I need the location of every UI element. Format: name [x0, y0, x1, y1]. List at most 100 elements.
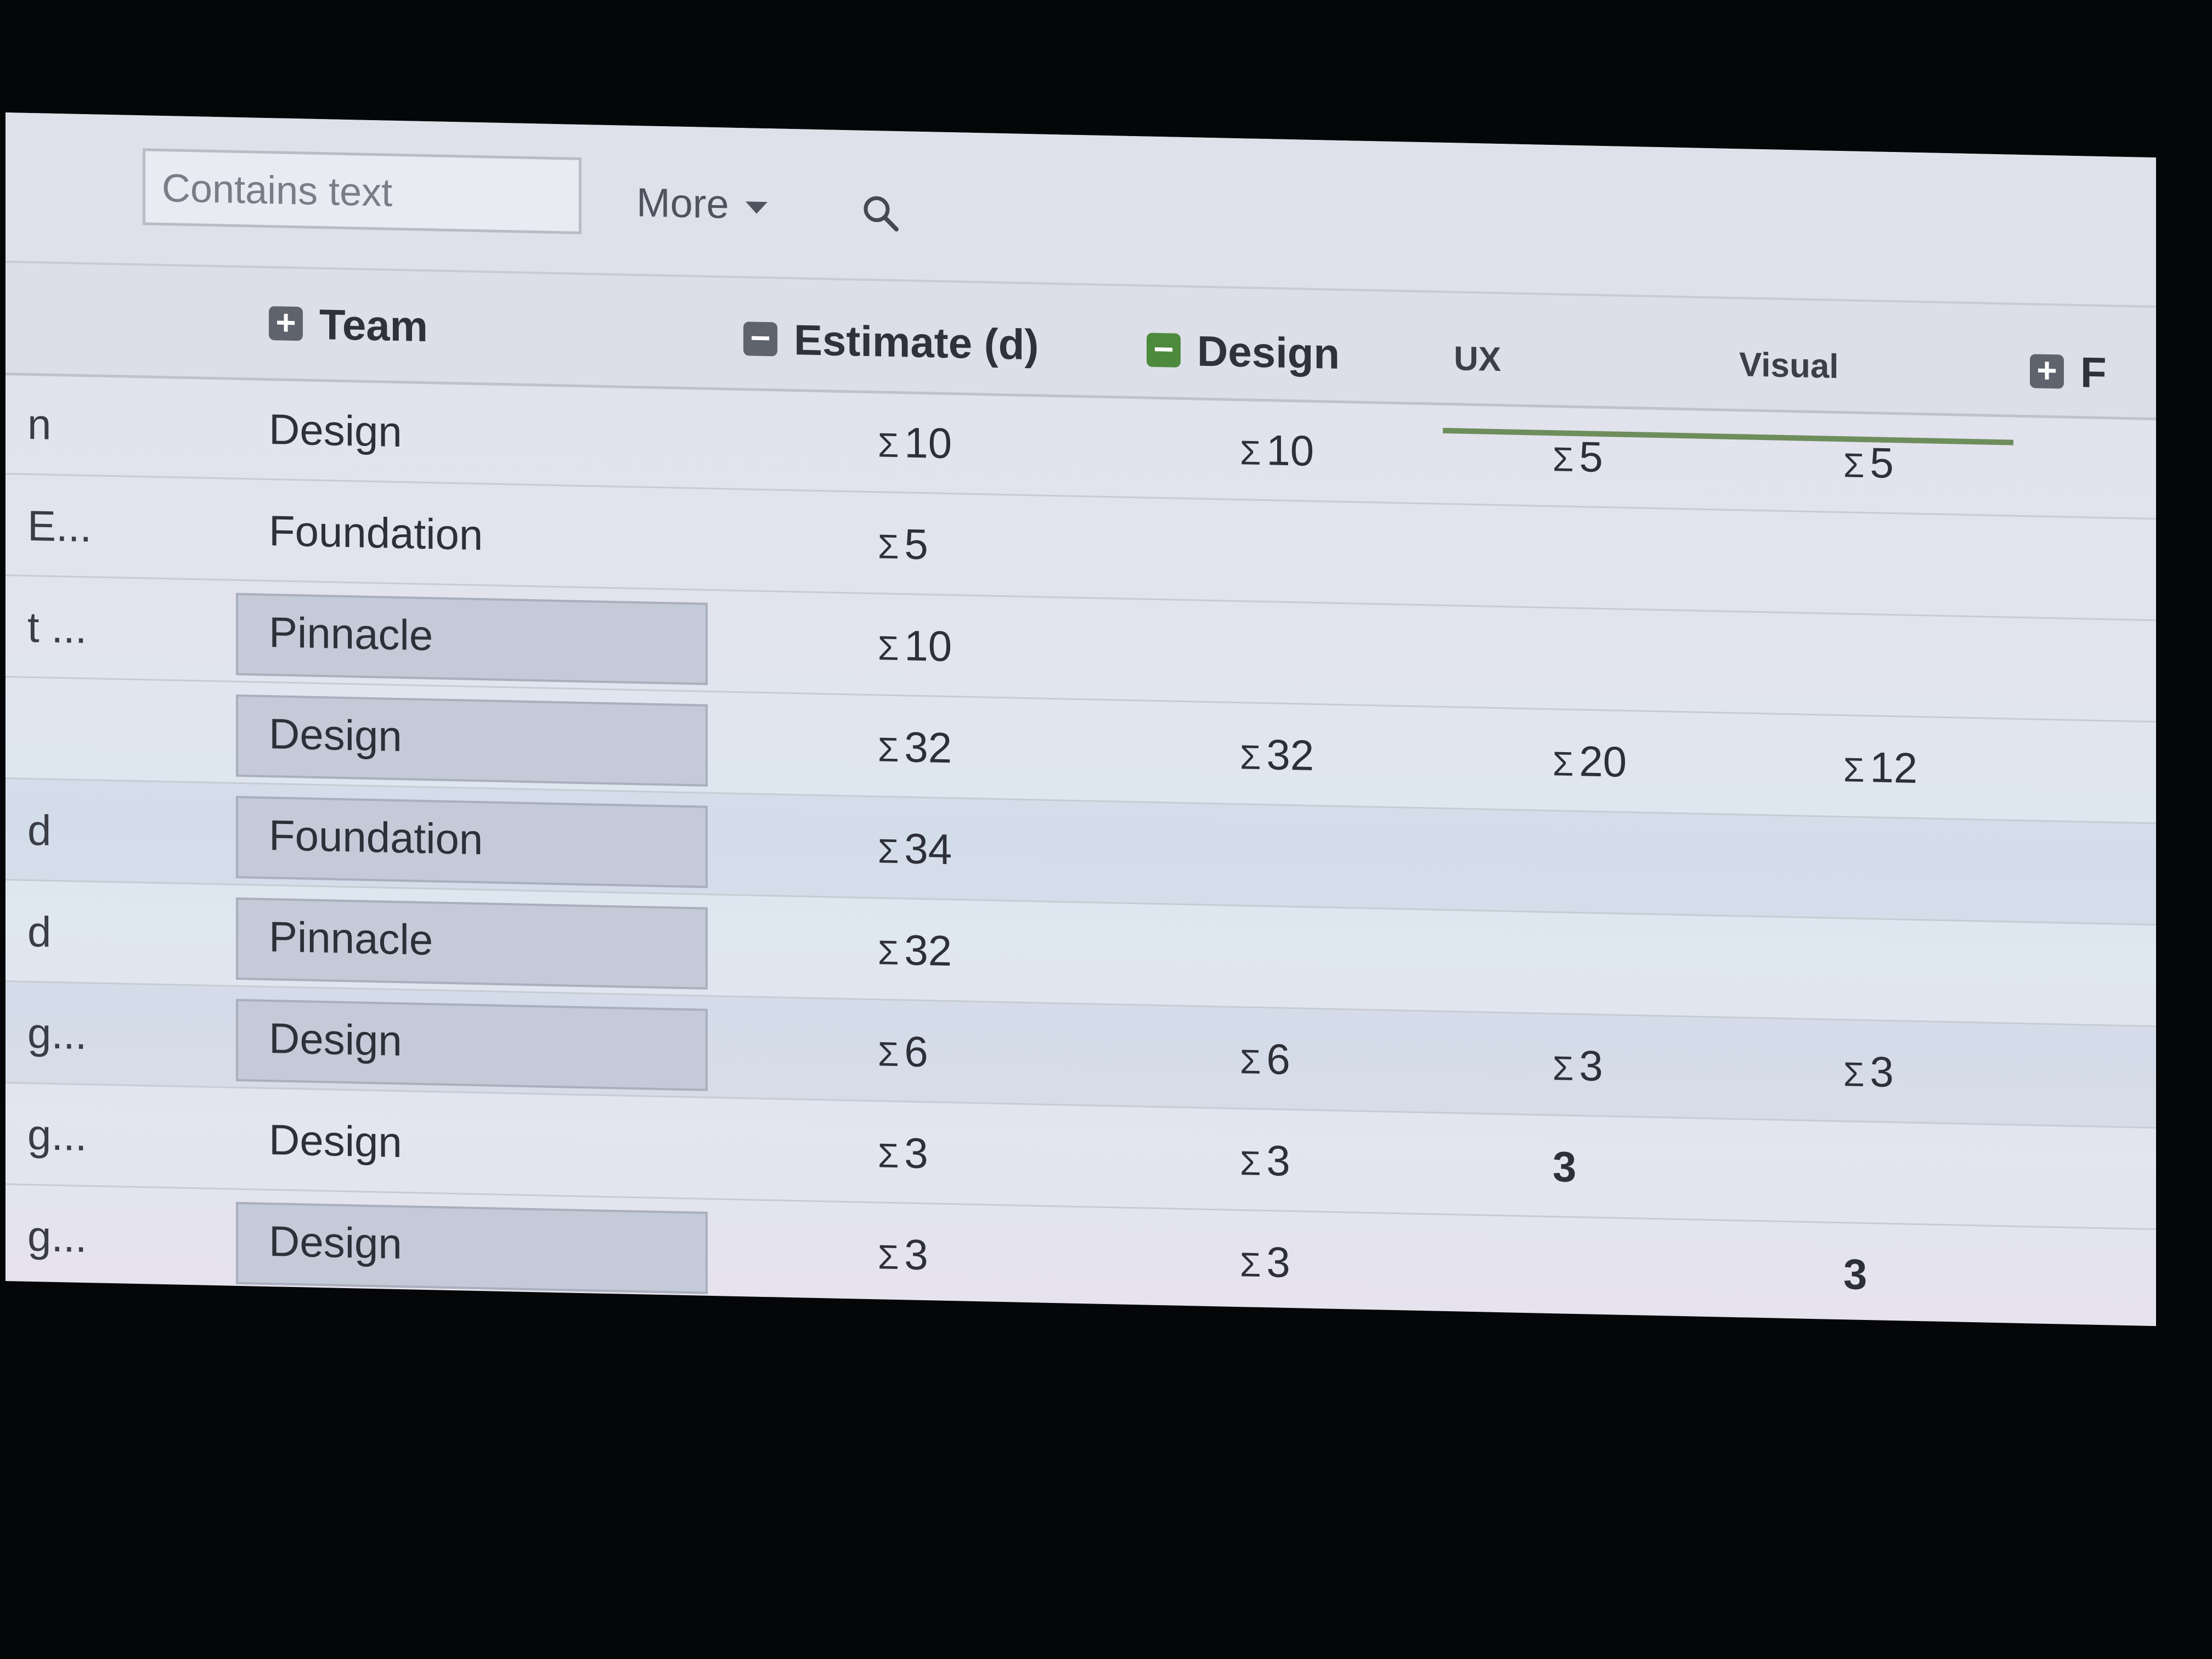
design-cell-value: 10	[1266, 426, 1314, 475]
search-icon[interactable]	[861, 194, 900, 233]
team-cell[interactable]: Design	[269, 1115, 402, 1167]
design-cell-value: 32	[1266, 730, 1314, 780]
sum-icon: Σ	[878, 629, 899, 668]
estimate-cell-value: 34	[904, 824, 952, 874]
column-header-estimate[interactable]: − Estimate (d)	[743, 311, 1039, 372]
sum-icon: Σ	[1553, 745, 1574, 783]
estimate-cell-value: 3	[904, 1128, 928, 1178]
column-header-design[interactable]: − Design	[1147, 323, 1340, 381]
ux-cell: 3	[1553, 1116, 1576, 1218]
design-cell: Σ 10	[1240, 399, 1314, 502]
sum-icon: Σ	[878, 934, 899, 973]
team-cell[interactable]: Design	[269, 405, 402, 456]
visual-cell: Σ 12	[1843, 716, 1917, 819]
collapse-minus-icon[interactable]: −	[1147, 329, 1181, 369]
ux-cell-value: 3	[1553, 1142, 1577, 1191]
estimate-cell: Σ 34	[878, 797, 952, 900]
team-cell[interactable]: Design	[269, 1217, 402, 1268]
estimate-cell-value: 10	[904, 621, 952, 671]
more-label: More	[636, 179, 729, 227]
estimate-cell: Σ 32	[878, 899, 952, 1002]
search-input[interactable]: Contains text	[143, 148, 582, 234]
estimate-cell-value: 6	[904, 1027, 928, 1076]
design-cell: Σ 32	[1240, 703, 1314, 806]
sum-icon: Σ	[878, 1137, 899, 1176]
sum-icon: Σ	[1843, 447, 1865, 485]
row-name-truncated: E...	[27, 501, 92, 551]
table-body: n Design Σ 10 Σ 10 Σ 5 Σ 5 E... Foundation Σ 5 t ... Pi…	[5, 373, 2156, 1327]
sum-icon: Σ	[1553, 1049, 1574, 1088]
sum-icon: Σ	[1843, 751, 1865, 789]
projected-screen: Contains text More + Team − Estimate (d)…	[5, 112, 2156, 1327]
column-header-team[interactable]: + Team	[269, 296, 428, 354]
row-name-truncated: d	[27, 907, 52, 956]
design-cell-value: 6	[1266, 1035, 1290, 1084]
design-cell-value: 3	[1266, 1238, 1290, 1287]
team-cell[interactable]: Pinnacle	[269, 608, 433, 660]
row-name-truncated: g...	[27, 1211, 87, 1262]
sum-icon: Σ	[1240, 434, 1261, 472]
row-name-truncated: g...	[27, 1110, 87, 1160]
sum-icon: Σ	[878, 832, 899, 871]
ux-cell-value: 3	[1579, 1041, 1603, 1090]
estimate-cell-value: 10	[904, 418, 952, 468]
ux-cell-value: 5	[1579, 432, 1603, 481]
chevron-down-icon	[745, 201, 768, 215]
visual-cell-value: 3	[1870, 1047, 1894, 1097]
column-header-next-label: F	[2080, 348, 2107, 397]
sum-icon: Σ	[1240, 1144, 1261, 1183]
ux-cell-value: 20	[1579, 737, 1627, 786]
sum-icon: Σ	[878, 731, 899, 770]
visual-cell: 3	[1843, 1223, 1867, 1325]
team-cell[interactable]: Design	[269, 709, 402, 761]
visual-cell-value: 12	[1870, 743, 1918, 793]
visual-cell-value: 5	[1870, 438, 1894, 488]
row-name-truncated: n	[27, 399, 52, 449]
team-cell[interactable]: Pinnacle	[269, 912, 433, 964]
estimate-cell-value: 32	[904, 723, 952, 772]
estimate-cell-value: 5	[904, 520, 928, 569]
estimate-cell-value: 3	[904, 1230, 928, 1279]
sum-icon: Σ	[1240, 1043, 1261, 1081]
sum-icon: Σ	[878, 426, 899, 465]
sum-icon: Σ	[1240, 1246, 1261, 1284]
team-cell[interactable]: Design	[269, 1014, 402, 1065]
column-header-ux[interactable]: UX	[1454, 340, 1502, 379]
collapse-minus-icon[interactable]: −	[743, 318, 777, 358]
sum-icon: Σ	[1553, 441, 1574, 479]
estimate-cell: Σ 32	[878, 696, 952, 799]
sum-icon: Σ	[1240, 738, 1261, 777]
sum-icon: Σ	[1843, 1056, 1865, 1094]
design-cell-value: 3	[1266, 1136, 1290, 1186]
visual-cell-value: 3	[1843, 1250, 1867, 1299]
more-dropdown-button[interactable]: More	[636, 178, 768, 230]
sum-icon: Σ	[878, 1035, 899, 1074]
expand-plus-icon[interactable]: +	[2030, 351, 2064, 390]
team-cell[interactable]: Foundation	[269, 811, 483, 864]
row-name-truncated: t ...	[27, 602, 87, 653]
sum-icon: Σ	[878, 528, 899, 567]
row-name-truncated: d	[27, 805, 52, 855]
estimate-cell-value: 32	[904, 926, 952, 975]
column-header-next[interactable]: + F	[2030, 343, 2107, 400]
estimate-cell: Σ 10	[878, 391, 952, 494]
team-cell[interactable]: Foundation	[269, 506, 483, 560]
estimate-cell: Σ 10	[878, 594, 952, 697]
ux-cell: Σ 20	[1553, 710, 1627, 813]
column-header-estimate-label: Estimate (d)	[794, 315, 1039, 369]
column-header-visual[interactable]: Visual	[1739, 346, 1839, 386]
row-name-truncated: g...	[27, 1008, 87, 1059]
expand-plus-icon[interactable]: +	[269, 302, 303, 342]
filter-toolbar: Contains text More	[5, 112, 2156, 306]
